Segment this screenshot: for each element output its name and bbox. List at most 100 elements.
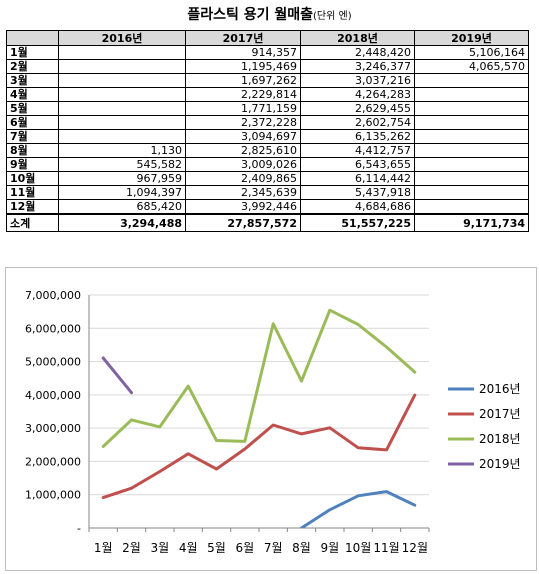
table-cell: 1,195,469	[185, 59, 301, 74]
table-cell	[58, 129, 186, 144]
y-tick-label: 2,000,000	[25, 455, 81, 468]
table-cell: 967,959	[58, 171, 186, 186]
legend-label: 2017년	[479, 407, 521, 421]
table-cell: 6,114,442	[300, 171, 415, 186]
month-label: 9월	[6, 157, 59, 172]
month-label: 2월	[6, 59, 59, 74]
table-cell: 685,420	[58, 199, 186, 215]
table-cell: 1,094,397	[58, 185, 186, 200]
y-tick-label: 5,000,000	[25, 356, 81, 369]
month-label: 12월	[6, 199, 59, 215]
chart-area: - 1,000,000 2,000,000 3,000,000 4,000,000 5,0…	[5, 267, 537, 571]
table-cell: 3,992,446	[185, 199, 301, 215]
table-cell: 5,106,164	[414, 45, 529, 60]
table-cell: 2,372,228	[185, 115, 301, 130]
y-tick-label: 1,000,000	[25, 489, 81, 502]
line-chart: - 1,000,000 2,000,000 3,000,000 4,000,000 5,0…	[25, 289, 521, 555]
y-tick-label: -	[77, 522, 81, 535]
table-cell: 4,412,757	[300, 143, 415, 158]
header-year: 2017년	[185, 30, 301, 46]
table-cell: 6,135,262	[300, 129, 415, 144]
table-cell	[58, 45, 186, 60]
table-cell	[58, 87, 186, 102]
table-cell: 545,582	[58, 157, 186, 172]
series-line	[300, 490, 417, 528]
table-cell: 6,543,655	[300, 157, 415, 172]
table-cell	[58, 59, 186, 74]
y-tick-label: 7,000,000	[25, 289, 81, 302]
table-cell: 3,246,377	[300, 59, 415, 74]
table-cell	[414, 171, 529, 186]
title-main: 플라스틱 용기 월매출	[187, 7, 314, 23]
table-cell	[414, 115, 529, 130]
series-line	[101, 308, 417, 448]
table-cell: 4,065,570	[414, 59, 529, 74]
total-cell: 51,557,225	[300, 213, 415, 232]
table-row: 3월 1,697,262 3,037,216	[6, 73, 529, 88]
table-cell: 2,602,754	[300, 115, 415, 130]
table-row: 11월 1,094,397 2,345,639 5,437,918	[6, 185, 529, 200]
month-label: 11월	[6, 185, 59, 200]
table-row: 5월 1,771,159 2,629,455	[6, 101, 529, 116]
x-tick-label: 5월	[207, 541, 226, 555]
x-tick-label: 1월	[94, 541, 113, 555]
series-line	[101, 393, 417, 500]
table-cell: 2,345,639	[185, 185, 301, 200]
month-label: 1월	[6, 45, 59, 60]
table-cell	[414, 129, 529, 144]
legend-label: 2018년	[479, 432, 521, 446]
y-tick-label: 6,000,000	[25, 322, 81, 335]
x-tick-label: 9월	[320, 541, 339, 555]
total-cell: 9,171,734	[414, 213, 529, 232]
page-title: 플라스틱 용기 월매출(단위 엔)	[0, 0, 539, 30]
table-header-row: 2016년 2017년 2018년 2019년	[6, 30, 529, 46]
y-tick-label: 3,000,000	[25, 422, 81, 435]
table-cell	[414, 157, 529, 172]
header-year: 2019년	[414, 30, 529, 46]
x-tick-label: 4월	[179, 541, 198, 555]
table-cell	[58, 115, 186, 130]
table-cell	[414, 185, 529, 200]
month-label: 7월	[6, 129, 59, 144]
month-label: 3월	[6, 73, 59, 88]
x-tick-label: 3월	[150, 541, 169, 555]
legend-label: 2016년	[479, 382, 521, 396]
sales-table: 2016년 2017년 2018년 2019년 1월 914,357 2,448,4…	[6, 30, 529, 232]
x-tick-label: 10월	[345, 541, 371, 555]
table-row: 12월 685,420 3,992,446 4,684,686	[6, 199, 529, 215]
table-row: 9월 545,582 3,009,026 6,543,655	[6, 157, 529, 172]
table-cell	[58, 73, 186, 88]
table-row: 8월 1,130 2,825,610 4,412,757	[6, 143, 529, 158]
month-label: 5월	[6, 101, 59, 116]
table-cell: 2,448,420	[300, 45, 415, 60]
x-tick-label: 2월	[122, 541, 141, 555]
table-cell: 914,357	[185, 45, 301, 60]
table-cell: 2,229,814	[185, 87, 301, 102]
x-tick-label: 7월	[264, 541, 283, 555]
table-row: 10월 967,959 2,409,865 6,114,442	[6, 171, 529, 186]
header-year: 2018년	[300, 30, 415, 46]
x-tick-label: 8월	[292, 541, 311, 555]
legend-label: 2019년	[479, 457, 521, 471]
table-cell	[58, 101, 186, 116]
series-line	[101, 356, 133, 395]
table-cell: 2,409,865	[185, 171, 301, 186]
table-cell: 3,037,216	[300, 73, 415, 88]
table-cell	[414, 199, 529, 215]
month-label: 8월	[6, 143, 59, 158]
x-tick-label: 6월	[235, 541, 254, 555]
total-label: 소계	[6, 213, 59, 232]
header-year: 2016년	[58, 30, 186, 46]
total-row: 소계 3,294,488 27,857,572 51,557,225 9,171…	[6, 213, 529, 232]
table-cell: 1,697,262	[185, 73, 301, 88]
month-label: 6월	[6, 115, 59, 130]
total-cell: 27,857,572	[185, 213, 301, 232]
table-cell	[414, 101, 529, 116]
table-cell: 1,130	[58, 143, 186, 158]
table-cell	[414, 143, 529, 158]
table-cell: 1,771,159	[185, 101, 301, 116]
header-corner	[6, 30, 59, 46]
table-cell: 5,437,918	[300, 185, 415, 200]
table-cell	[414, 87, 529, 102]
table-row: 6월 2,372,228 2,602,754	[6, 115, 529, 130]
